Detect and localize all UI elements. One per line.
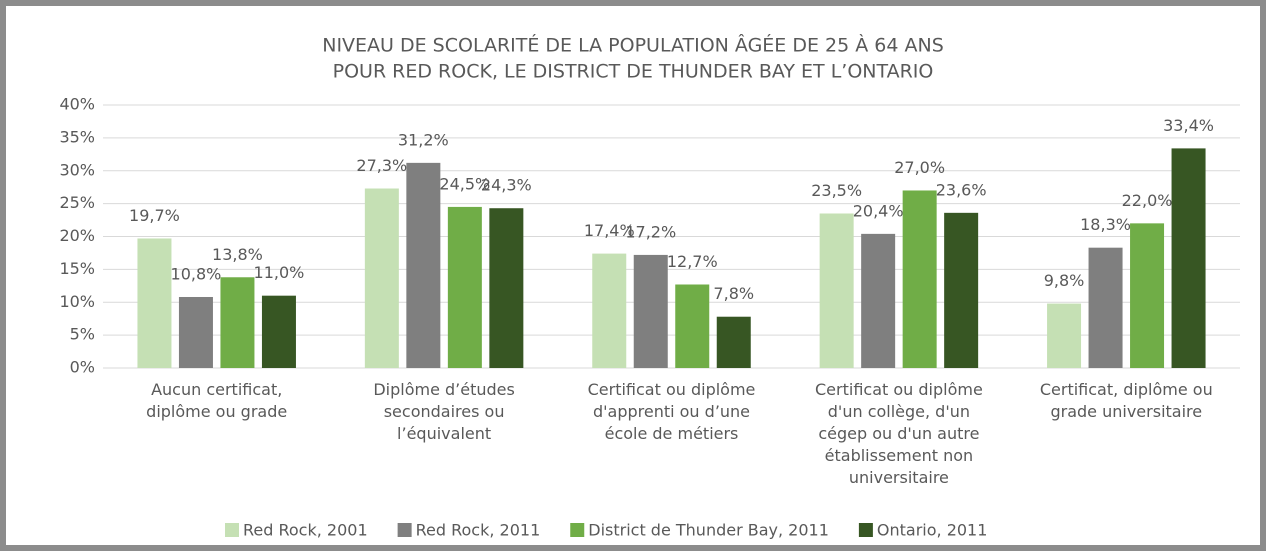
bar: [489, 208, 524, 368]
value-label: 24,3%: [481, 176, 532, 195]
value-label: 17,4%: [584, 221, 635, 240]
legend-label: Red Rock, 2001: [243, 521, 368, 540]
value-label: 31,2%: [398, 130, 449, 149]
value-label: 33,4%: [1163, 116, 1214, 135]
y-tick-label: 0%: [70, 358, 95, 377]
x-tick-label: Certificat ou diplôme d'un collège, d'un c…: [815, 380, 983, 487]
value-label: 9,8%: [1044, 271, 1085, 290]
value-label: 22,0%: [1122, 191, 1173, 210]
value-label: 7,8%: [713, 284, 754, 303]
bar: [944, 212, 979, 368]
y-tick-label: 20%: [59, 226, 95, 245]
x-tick-label: Certificat, diplôme ou grade universitair…: [1040, 380, 1213, 421]
bar: [633, 254, 668, 368]
x-tick-label: Diplôme d’études secondaires ou l’équivale…: [373, 380, 515, 443]
bar: [716, 316, 751, 368]
value-label: 18,3%: [1080, 215, 1131, 234]
x-tick-label: Aucun certificat, diplôme ou grade: [146, 380, 287, 421]
bar: [178, 296, 213, 368]
legend-label: Ontario, 2011: [877, 521, 988, 540]
value-label: 11,0%: [254, 263, 305, 282]
bar: [592, 253, 627, 368]
legend-label: Red Rock, 2011: [416, 521, 541, 540]
value-label: 13,8%: [212, 245, 263, 264]
y-tick-label: 15%: [59, 259, 95, 278]
bar: [261, 295, 296, 368]
bar: [220, 277, 255, 368]
legend-label: District de Thunder Bay, 2011: [588, 521, 829, 540]
legend-swatch: [225, 523, 239, 537]
x-tick-label: Certificat ou diplôme d'apprenti ou d’une…: [588, 380, 756, 443]
bar: [137, 238, 172, 368]
y-tick-label: 35%: [59, 127, 95, 146]
chart-title: NIVEAU DE SCOLARITÉ DE LA POPULATION ÂGÉ…: [322, 34, 944, 57]
bar: [406, 162, 441, 368]
y-tick-label: 25%: [59, 193, 95, 212]
y-tick-label: 40%: [59, 95, 95, 114]
legend-swatch: [570, 523, 585, 537]
y-tick-label: 10%: [59, 292, 95, 311]
bar: [1047, 303, 1082, 368]
value-label: 27,0%: [894, 158, 945, 177]
bar: [819, 213, 854, 368]
value-label: 24,5%: [439, 174, 490, 193]
y-tick-label: 30%: [59, 160, 95, 179]
bar: [1130, 223, 1165, 368]
value-label: 23,5%: [811, 181, 862, 200]
value-label: 19,7%: [129, 206, 180, 225]
y-tick-label: 5%: [70, 325, 95, 344]
value-label: 20,4%: [853, 201, 904, 220]
value-label: 10,8%: [171, 264, 222, 283]
bar: [902, 190, 937, 368]
bar: [1171, 148, 1206, 368]
bar: [1088, 247, 1123, 368]
value-label: 12,7%: [667, 252, 718, 271]
legend-swatch: [397, 523, 412, 537]
value-label: 23,6%: [936, 180, 987, 199]
bar: [861, 233, 896, 368]
legend-swatch: [858, 523, 873, 537]
chart-title: POUR RED ROCK, LE DISTRICT DE THUNDER BA…: [333, 61, 934, 83]
bar: [675, 284, 710, 368]
value-label: 27,3%: [356, 156, 407, 175]
bar: [447, 206, 482, 368]
bar: [364, 188, 399, 368]
value-label: 17,2%: [625, 222, 676, 241]
